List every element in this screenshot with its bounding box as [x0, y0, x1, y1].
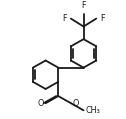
Text: F: F — [81, 1, 86, 10]
Text: F: F — [100, 14, 105, 23]
Text: O: O — [72, 99, 79, 108]
Text: CH₃: CH₃ — [85, 106, 100, 115]
Text: F: F — [62, 14, 67, 23]
Text: O: O — [38, 99, 44, 108]
